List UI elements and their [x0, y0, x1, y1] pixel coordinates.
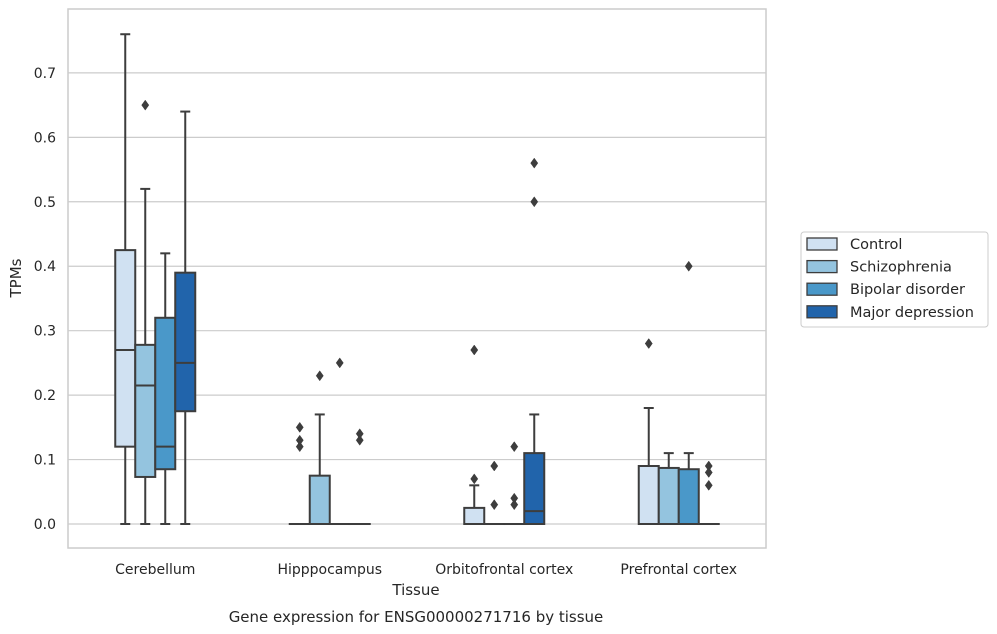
legend-label: Major depression	[850, 305, 974, 321]
outlier-point	[295, 434, 304, 446]
x-tick-label: Prefrontal cortex	[620, 562, 737, 578]
outlier-point	[295, 441, 304, 453]
outlier-point	[530, 157, 539, 169]
legend-swatch	[806, 282, 838, 296]
box	[174, 271, 197, 413]
box-group	[637, 338, 660, 526]
legend-label: Bipolar disorder	[850, 282, 965, 298]
x-tick-label: Cerebellum	[115, 562, 195, 578]
y-tick-label: 0.5	[34, 195, 56, 211]
box	[523, 452, 546, 525]
legend-label: Schizophrenia	[850, 260, 952, 276]
box	[637, 465, 660, 526]
outlier-point	[315, 370, 324, 382]
box	[677, 468, 700, 525]
box-group	[677, 260, 700, 525]
box-group	[328, 357, 351, 526]
outlier-point	[490, 460, 499, 472]
outlier-point	[510, 441, 519, 453]
y-tick-label: 0.2	[34, 388, 56, 404]
y-tick-label: 0.7	[34, 66, 56, 82]
outlier-point	[355, 428, 364, 440]
y-axis-ticks: 0.0 0.1 0.2 0.3 0.4 0.5 0.6 0.7	[34, 66, 56, 533]
box-group	[523, 157, 546, 525]
outlier-point	[644, 338, 653, 349]
x-tick-label: Hipppocampus	[277, 562, 382, 578]
outlier-point	[141, 99, 150, 111]
x-axis-ticks: Cerebellum Hipppocampus Orbitofrontal cort…	[115, 562, 737, 578]
legend: Control Schizophrenia Bipolar disorder Majo…	[800, 231, 989, 328]
x-tick-label: Orbitofrontal cortex	[435, 562, 573, 578]
legend-frame	[800, 231, 989, 328]
box-group	[697, 460, 720, 526]
box-group	[288, 421, 311, 526]
outlier-point	[530, 196, 539, 208]
box-group	[174, 110, 197, 525]
outlier-point	[510, 492, 519, 504]
outlier-point	[490, 499, 499, 511]
y-axis-label: TPMs	[7, 258, 25, 298]
box-group	[154, 252, 177, 525]
box	[114, 249, 137, 448]
chart-caption: Gene expression for ENSG00000271716 by t…	[229, 608, 604, 626]
y-tick-label: 0.4	[34, 259, 56, 275]
box-group	[308, 370, 331, 525]
x-axis-label: Tissue	[391, 581, 439, 599]
box-group	[134, 99, 157, 525]
box-group	[348, 428, 371, 526]
box	[463, 506, 486, 525]
y-tick-label: 0.0	[34, 517, 56, 533]
outlier-point	[704, 479, 713, 491]
outlier-point	[684, 260, 693, 272]
outlier-point	[355, 434, 364, 446]
legend-swatch	[806, 305, 838, 319]
plot-frame	[67, 8, 767, 549]
outlier-point	[470, 344, 479, 356]
outlier-point	[335, 357, 344, 369]
legend-label: Control	[850, 237, 902, 253]
outlier-point	[470, 473, 479, 485]
box-group	[463, 344, 486, 525]
outlier-point	[510, 499, 519, 511]
box	[657, 466, 680, 526]
y-tick-label: 0.3	[34, 324, 56, 340]
legend-swatch	[806, 237, 838, 251]
y-tick-label: 0.6	[34, 130, 56, 146]
outlier-point	[704, 467, 713, 478]
outlier-point	[295, 421, 304, 433]
boxes	[114, 33, 720, 526]
legend-swatch	[806, 259, 838, 274]
y-tick-label: 0.1	[34, 453, 56, 469]
outlier-point	[704, 460, 713, 472]
box	[134, 343, 157, 478]
box	[308, 474, 331, 525]
